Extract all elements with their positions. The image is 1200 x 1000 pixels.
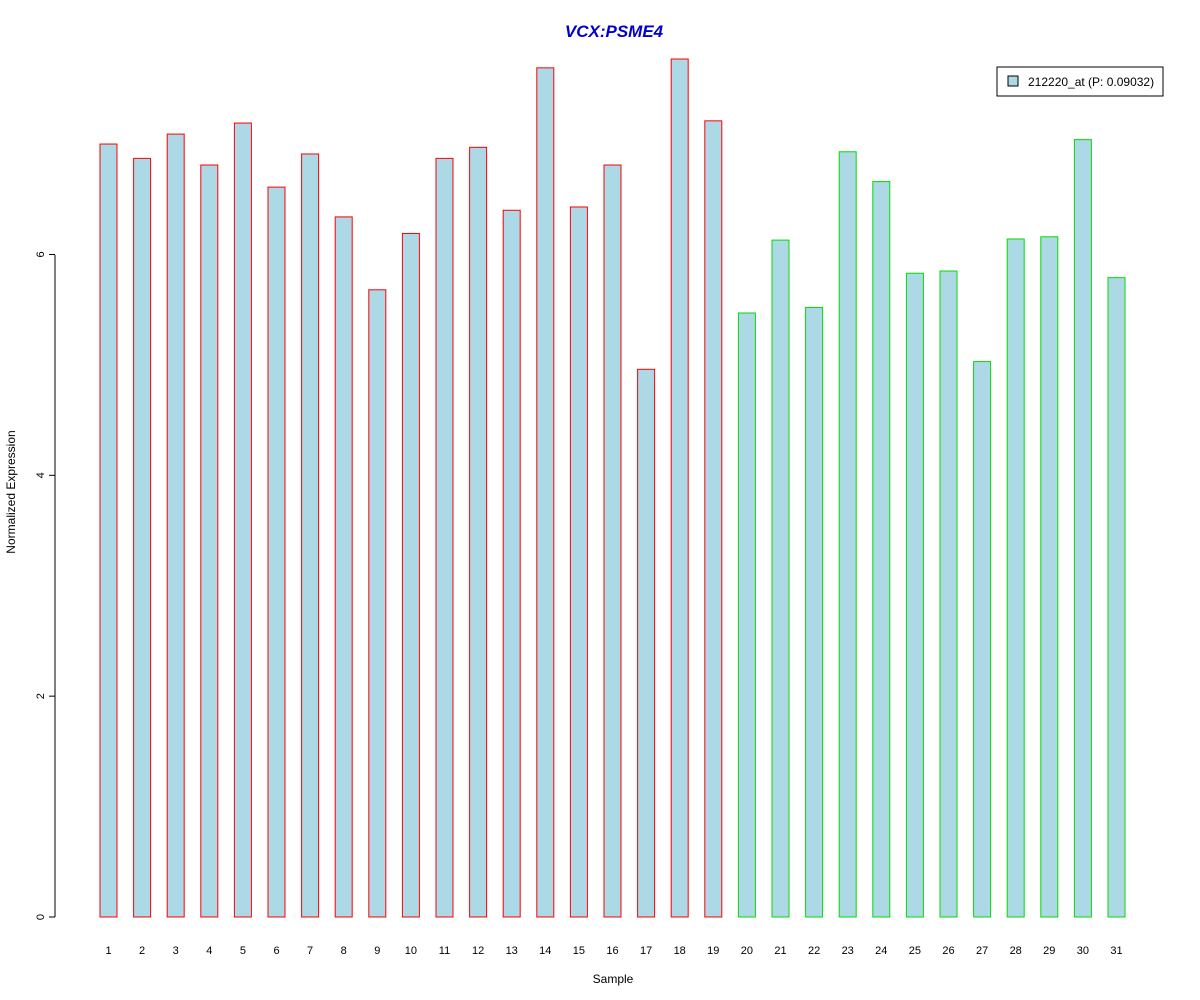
bar-sample-9	[368, 289, 387, 918]
x-tick-label: 8	[341, 945, 347, 957]
bar-sample-3	[166, 133, 185, 918]
bar-sample-25	[905, 272, 924, 918]
y-axis-title: Normalized Expression	[4, 430, 18, 553]
bar-sample-7	[301, 153, 320, 918]
bar-sample-22	[805, 306, 824, 918]
x-tick-label: 18	[674, 945, 686, 957]
x-tick-label: 29	[1043, 945, 1055, 957]
x-axis-tick-labels: 1 2 3 4 5 6 7 8 9 10 11 12 13 14 15 16 17 18 19 20 21 22 23 24 2…	[105, 945, 1122, 957]
bar-sample-19	[704, 120, 723, 918]
x-tick-label: 28	[1010, 945, 1022, 957]
x-axis-title: Sample	[593, 972, 634, 986]
bar-sample-28	[1006, 238, 1025, 918]
x-tick-label: 6	[273, 945, 279, 957]
bar-sample-23	[838, 151, 857, 918]
bar-sample-16	[603, 164, 622, 918]
legend: 212220_at (P: 0.09032)	[996, 66, 1164, 97]
bar-sample-27	[973, 361, 992, 918]
chart-title: VCX:PSME4	[565, 22, 664, 41]
bar-sample-31	[1107, 277, 1126, 918]
bars	[99, 58, 1126, 918]
x-tick-label: 5	[240, 945, 246, 957]
bar-sample-13	[502, 209, 521, 918]
y-tick-label: 6	[35, 251, 47, 257]
x-tick-label: 2	[139, 945, 145, 957]
x-tick-label: 9	[374, 945, 380, 957]
x-tick-label: 26	[942, 945, 954, 957]
bar-sample-8	[334, 216, 353, 918]
bar-sample-20	[737, 312, 756, 918]
bar-sample-21	[771, 239, 790, 918]
bar-sample-10	[401, 232, 420, 918]
x-tick-label: 20	[741, 945, 753, 957]
bar-sample-17	[637, 368, 656, 918]
x-tick-label: 11	[439, 945, 450, 957]
x-tick-label: 12	[472, 945, 484, 957]
legend-swatch	[1007, 75, 1019, 87]
x-tick-label: 25	[909, 945, 921, 957]
x-tick-label: 14	[539, 945, 551, 957]
x-tick-label: 7	[307, 945, 313, 957]
y-tick-label: 0	[35, 914, 47, 920]
bar-sample-12	[469, 146, 488, 918]
y-tick-label: 4	[35, 472, 47, 478]
x-tick-label: 23	[842, 945, 854, 957]
x-tick-label: 22	[808, 945, 820, 957]
x-tick-label: 15	[573, 945, 585, 957]
bar-sample-15	[569, 206, 588, 918]
x-tick-label: 21	[774, 945, 786, 957]
x-tick-label: 4	[206, 945, 212, 957]
bar-sample-2	[133, 157, 152, 918]
x-tick-label: 19	[707, 945, 719, 957]
x-tick-label: 1	[105, 945, 111, 957]
bar-sample-29	[1040, 236, 1059, 918]
bar-sample-14	[536, 67, 555, 918]
x-tick-label: 24	[875, 945, 887, 957]
x-tick-label: 27	[976, 945, 988, 957]
bar-sample-30	[1073, 139, 1092, 918]
bar-sample-5	[233, 122, 252, 918]
bar-sample-24	[872, 181, 891, 918]
x-tick-label: 10	[405, 945, 417, 957]
legend-box	[996, 66, 1164, 97]
bar-sample-18	[670, 58, 689, 918]
x-tick-label: 17	[640, 945, 652, 957]
y-tick-label: 2	[35, 693, 47, 699]
bar-sample-4	[200, 164, 219, 918]
bar-sample-1	[99, 143, 118, 918]
x-tick-label: 3	[173, 945, 179, 957]
x-tick-label: 30	[1077, 945, 1089, 957]
x-tick-label: 31	[1110, 945, 1122, 957]
x-tick-label: 13	[506, 945, 518, 957]
bar-sample-26	[939, 270, 958, 918]
bar-sample-11	[435, 157, 454, 918]
legend-label: 212220_at (P: 0.09032)	[1028, 75, 1154, 89]
y-axis-ticks: 0 2 4 6	[35, 251, 55, 920]
x-tick-label: 16	[606, 945, 618, 957]
bar-sample-6	[267, 186, 286, 918]
